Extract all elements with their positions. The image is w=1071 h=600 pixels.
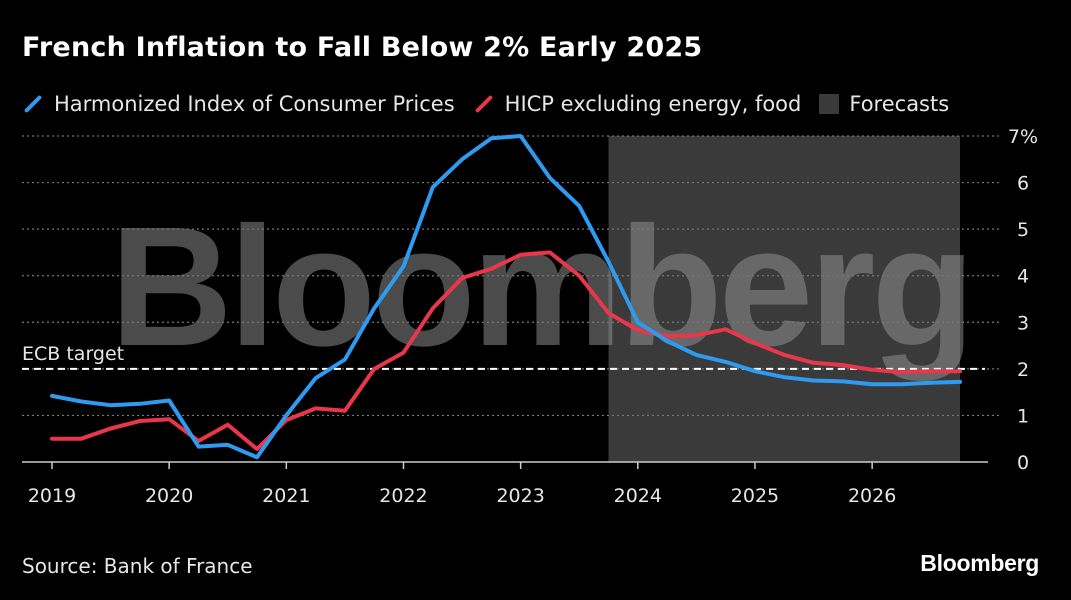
legend-label-hicp: Harmonized Index of Consumer Prices <box>54 92 455 116</box>
source-note: Source: Bank of France <box>22 554 253 578</box>
forecast-region <box>608 136 960 462</box>
legend-item-forecasts: Forecasts <box>819 92 949 116</box>
y-tick-label: 6 <box>1017 173 1029 195</box>
y-tick-label: 7% <box>1008 126 1038 148</box>
x-tick-label: 2019 <box>28 485 76 507</box>
ecb-target-label: ECB target <box>22 343 124 365</box>
series-line-hicp-core <box>50 250 962 451</box>
x-tick-label: 2025 <box>731 485 779 507</box>
y-tick-label: 4 <box>1017 266 1029 288</box>
x-tick-label: 2026 <box>848 485 896 507</box>
bloomberg-logo: Bloomberg <box>920 550 1039 576</box>
legend-swatch-forecasts <box>819 94 840 114</box>
x-tick-label: 2022 <box>379 485 427 507</box>
chart-legend: Harmonized Index of Consumer Prices HICP… <box>22 90 967 118</box>
y-tick-label: 2 <box>1017 359 1029 381</box>
x-tick-label: 2020 <box>145 485 193 507</box>
legend-item-hicp-core: HICP excluding energy, food <box>473 92 802 116</box>
x-tick-label: 2023 <box>496 485 544 507</box>
chart-title: French Inflation to Fall Below 2% Early … <box>22 32 703 63</box>
series-line-hicp <box>50 134 962 460</box>
legend-swatch-hicp <box>23 94 43 114</box>
y-tick-label: 1 <box>1017 405 1029 427</box>
legend-item-hicp: Harmonized Index of Consumer Prices <box>22 92 455 116</box>
y-tick-label: 3 <box>1017 312 1029 334</box>
legend-label-forecasts: Forecasts <box>849 92 950 116</box>
legend-label-hicp-core: HICP excluding energy, food <box>504 92 802 116</box>
legend-swatch-hicp-core <box>474 94 493 114</box>
y-tick-label: 5 <box>1017 219 1029 241</box>
x-tick-label: 2024 <box>614 485 662 507</box>
watermark-text: Bloomberg <box>110 192 971 382</box>
y-tick-label: 0 <box>1017 452 1029 474</box>
x-tick-label: 2021 <box>262 485 310 507</box>
